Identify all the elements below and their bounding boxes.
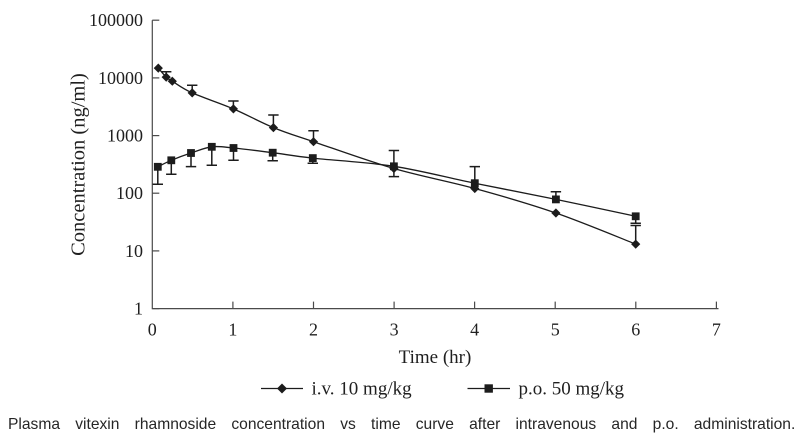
svg-text:6: 6	[631, 320, 640, 340]
svg-text:100: 100	[116, 183, 143, 203]
svg-text:10: 10	[125, 241, 143, 261]
svg-text:Concentration (ng/ml): Concentration (ng/ml)	[68, 73, 90, 256]
svg-text:Plasma vitexin rhamnoside conc: Plasma vitexin rhamnoside concentration …	[8, 416, 795, 433]
svg-text:10000: 10000	[98, 68, 143, 88]
svg-text:1000: 1000	[107, 126, 143, 146]
svg-text:p.o. 50 mg/kg: p.o. 50 mg/kg	[519, 379, 625, 400]
svg-text:5: 5	[551, 320, 560, 340]
svg-text:1: 1	[134, 299, 143, 319]
svg-text:Time (hr): Time (hr)	[399, 347, 472, 368]
svg-text:3: 3	[390, 320, 399, 340]
svg-text:1: 1	[228, 320, 237, 340]
svg-text:0: 0	[148, 320, 157, 340]
svg-text:2: 2	[309, 320, 318, 340]
svg-text:i.v. 10 mg/kg: i.v. 10 mg/kg	[312, 379, 413, 400]
svg-text:7: 7	[712, 320, 721, 340]
svg-text:4: 4	[470, 320, 479, 340]
svg-text:100000: 100000	[89, 10, 143, 30]
